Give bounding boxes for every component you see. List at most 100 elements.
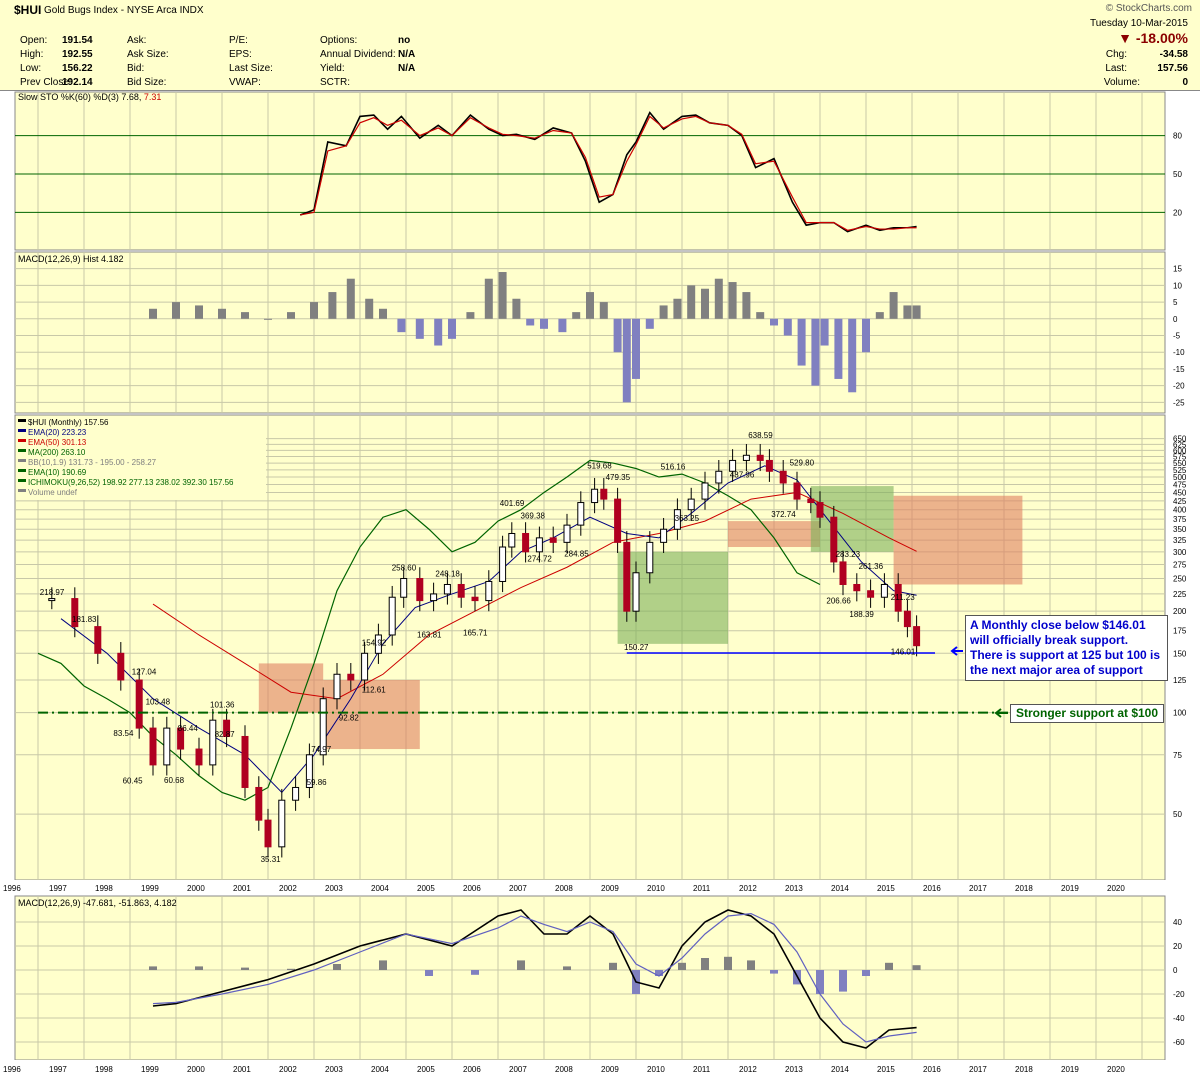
hist-tick-label: 0 — [1173, 315, 1178, 324]
macd-year-label: 1998 — [95, 1065, 113, 1074]
macd-hist-bar — [655, 970, 663, 976]
hist-bar — [811, 318, 820, 386]
dividend-label: Annual Dividend: — [320, 49, 396, 60]
macd-hist-bar — [195, 966, 203, 970]
candle-body — [715, 470, 723, 484]
macd-hist-bar — [609, 962, 617, 970]
price-data-label: 154.92 — [362, 639, 387, 648]
candle-body — [48, 598, 56, 602]
hist-bar — [687, 285, 696, 319]
candle-body — [333, 673, 341, 700]
price-year-label: 2005 — [417, 884, 435, 893]
candle-body — [374, 634, 382, 654]
ichimoku-cloud — [323, 679, 420, 750]
chg-value: -34.58 — [1159, 49, 1188, 60]
price-tick-label: 125 — [1173, 676, 1187, 685]
price-data-label: 218.97 — [40, 588, 65, 597]
support-arrow — [950, 646, 963, 656]
yield-value: N/A — [398, 63, 416, 74]
candle-body — [765, 459, 773, 472]
price-data-label: 83.54 — [113, 729, 134, 738]
price-year-label: 2015 — [877, 884, 895, 893]
price-data-label: 92.82 — [339, 714, 360, 723]
ichimoku-cloud — [810, 486, 894, 552]
high-value: 192.55 — [62, 49, 93, 60]
legend-label: EMA(20) 223.23 — [28, 428, 87, 437]
hist-bar — [820, 318, 829, 346]
price-tick-label: 350 — [1173, 525, 1187, 534]
hist-tick-label: -5 — [1173, 332, 1181, 341]
source-credit: © StockCharts.com — [1105, 3, 1192, 14]
prev-close-value: 192.14 — [62, 77, 93, 88]
macd-year-label: 2003 — [325, 1065, 343, 1074]
legend-label: ICHIMOKU(9,26,52) 198.92 277.13 238.02 3… — [28, 478, 234, 487]
price-data-label: 274.72 — [527, 555, 552, 564]
price-data-label: 60.68 — [164, 776, 185, 785]
price-data-label: 284.85 — [564, 549, 589, 558]
macd-year-label: 2014 — [831, 1065, 849, 1074]
macd-hist-bar — [471, 970, 479, 975]
macd-hist-bar — [839, 970, 847, 992]
legend-swatch — [18, 469, 26, 472]
candle-body — [305, 754, 313, 788]
candle-body — [646, 541, 654, 574]
macd-year-label: 2012 — [739, 1065, 757, 1074]
price-tick-label: 225 — [1173, 590, 1187, 599]
candle-body — [563, 524, 571, 543]
legend-label: EMA(10) 190.69 — [28, 468, 87, 477]
hist-bar — [149, 308, 157, 319]
candle-body — [430, 593, 438, 602]
ichimoku-cloud — [258, 663, 324, 713]
price-tick-label: 650 — [1173, 435, 1187, 444]
price-data-label: 146.01 — [891, 647, 916, 656]
price-tick-label: 625 — [1173, 440, 1187, 449]
macd-axis-bg — [0, 1060, 1200, 1075]
price-data-label: 283.23 — [836, 550, 861, 559]
ichimoku-cloud — [728, 521, 820, 548]
open-label: Open: — [20, 35, 48, 46]
macd-year-label: 2017 — [969, 1065, 987, 1074]
hist-title: MACD(12,26,9) Hist 4.182 — [18, 254, 124, 264]
candle-body — [485, 580, 493, 602]
macd-year-label: 2016 — [923, 1065, 941, 1074]
price-tick-label: 150 — [1173, 649, 1187, 658]
hist-bar — [484, 278, 493, 319]
price-year-label: 2009 — [601, 884, 619, 893]
price-data-label: 35.31 — [261, 855, 282, 864]
price-data-label: 188.39 — [849, 610, 874, 619]
last-size-label: Last Size: — [229, 63, 273, 74]
hist-bar — [264, 318, 272, 320]
ask-size-label: Ask Size: — [127, 49, 169, 60]
price-tick-label: 425 — [1173, 497, 1187, 506]
chg-label: Chg: — [1105, 49, 1127, 60]
hist-bar — [346, 278, 355, 319]
candle-body — [471, 596, 479, 602]
hist-bar — [448, 318, 456, 339]
hist-bar — [613, 318, 622, 353]
candle-body — [867, 590, 875, 598]
bid-size-label: Bid Size: — [127, 77, 167, 88]
candle-body — [117, 652, 125, 681]
hist-bar — [512, 298, 521, 319]
price-data-label: 86.44 — [178, 724, 199, 733]
candle-body — [623, 541, 631, 612]
quote-date: Tuesday 10-Mar-2015 — [1089, 18, 1188, 29]
price-tick-label: 475 — [1173, 481, 1187, 490]
hist-bar — [365, 298, 374, 319]
candle-body — [742, 454, 750, 461]
macd-hist-bar — [912, 965, 921, 970]
hist-tick-label: -15 — [1173, 365, 1185, 374]
legend-swatch — [18, 439, 26, 442]
price-tick-label: 300 — [1173, 548, 1187, 557]
price-data-label: 127.04 — [132, 668, 157, 677]
macd-year-label: 2004 — [371, 1065, 389, 1074]
macd-year-label: 2019 — [1061, 1065, 1079, 1074]
price-tick-label: 550 — [1173, 459, 1187, 468]
legend-label: Volume undef — [28, 488, 78, 497]
price-data-label: 181.83 — [72, 615, 97, 624]
candle-body — [756, 454, 764, 461]
sto-tick-label: 80 — [1173, 132, 1182, 141]
macd-hist-bar — [701, 958, 709, 970]
candle-body — [388, 596, 396, 636]
hist-tick-label: 10 — [1173, 281, 1182, 290]
